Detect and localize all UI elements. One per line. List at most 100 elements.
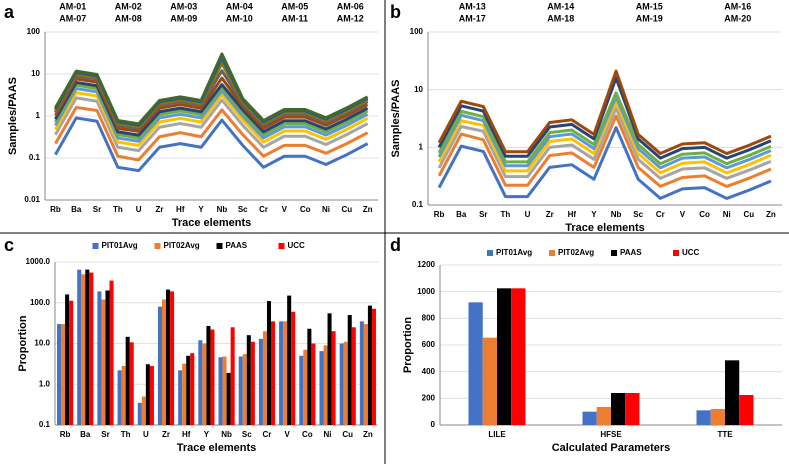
x-tick-label: Th (501, 210, 511, 219)
bar (242, 354, 247, 425)
series-line (437, 95, 772, 170)
bar (266, 301, 272, 425)
bar (226, 372, 231, 425)
x-tick-label: Rb (60, 430, 71, 439)
bar (339, 343, 344, 425)
bar (468, 302, 483, 425)
bar (625, 393, 640, 425)
x-tick-label: Y (198, 205, 204, 214)
bar (351, 327, 356, 425)
series-line (54, 91, 369, 147)
y-tick-label: 100.0 (30, 298, 51, 307)
bar (311, 343, 316, 425)
legend-swatch (487, 250, 493, 256)
bar (319, 351, 324, 425)
x-tick-label: Cr (259, 205, 268, 214)
bar (246, 335, 251, 425)
bar (105, 290, 110, 425)
bar (77, 269, 82, 425)
x-tick-label: Y (204, 430, 210, 439)
legend-label: AM-19 (636, 13, 663, 23)
bar (206, 325, 211, 425)
x-tick-label: Zr (546, 210, 554, 219)
bar (137, 402, 142, 425)
x-tick-label: Ba (80, 430, 91, 439)
bar (611, 393, 626, 425)
y-tick-label: 1 (36, 111, 41, 120)
y-tick-label: 1.0 (39, 379, 51, 388)
bar (497, 288, 512, 425)
bar (250, 341, 255, 425)
x-tick-label: Cu (743, 210, 754, 219)
legend-label: AM-02 (115, 1, 142, 11)
bar (303, 349, 308, 425)
y-tick-label: 1 (419, 142, 424, 151)
y-tick-label: 600 (422, 340, 436, 349)
bar (198, 340, 203, 425)
legend-label: AM-20 (724, 13, 751, 23)
x-tick-label: Sc (242, 430, 252, 439)
x-tick-label: Sc (238, 205, 248, 214)
x-tick-label: Th (121, 430, 131, 439)
bar (725, 360, 740, 425)
bar (157, 306, 162, 425)
bar (178, 370, 183, 425)
x-tick-label: Nb (611, 210, 622, 219)
x-tick-label: Sr (93, 205, 101, 214)
y-tick-label: 0.1 (412, 200, 424, 209)
bar (582, 411, 597, 425)
legend-label: PAAS (620, 248, 642, 257)
y-tick-label: 1000.0 (26, 257, 51, 266)
bar (121, 366, 126, 425)
series-line (54, 116, 369, 173)
legend-label: AM-06 (337, 1, 364, 11)
legend-label: PIT02Avg (558, 248, 594, 257)
x-tick-label: V (284, 430, 290, 439)
y-tick-label: 1200 (417, 260, 435, 269)
bar (129, 342, 134, 425)
legend-label: AM-17 (459, 13, 486, 23)
x-tick-label: Nb (221, 430, 232, 439)
x-tick-label: Ba (456, 210, 467, 219)
bar (307, 328, 312, 425)
bar (182, 363, 187, 425)
y-axis-title: Proportion (17, 315, 29, 371)
y-axis-title: Proportion (402, 317, 414, 373)
legend-swatch (92, 243, 99, 249)
legend-label: AM-05 (281, 1, 308, 11)
bar (101, 299, 106, 425)
bar (367, 305, 372, 425)
x-tick-label: Sr (479, 210, 487, 219)
x-axis-title: Calculated Parameters (552, 442, 671, 454)
bar (141, 396, 146, 425)
y-tick-label: 200 (422, 393, 436, 402)
bar (511, 288, 526, 425)
x-tick-label: U (525, 210, 531, 219)
legend-label: AM-09 (170, 13, 197, 23)
series-line (437, 106, 772, 180)
bar (258, 338, 263, 425)
bar (190, 353, 195, 425)
legend-label: AM-16 (724, 1, 751, 11)
legend-label: PAAS (226, 241, 248, 250)
legend-label: AM-18 (547, 13, 574, 23)
x-tick-label: Hf (182, 430, 191, 439)
bar (279, 321, 284, 425)
x-tick-label: Zr (155, 205, 163, 214)
y-axis-title: Samples/PAAS (390, 79, 402, 157)
x-tick-label: Ni (322, 205, 330, 214)
legend-label: AM-10 (226, 13, 253, 23)
bar (327, 313, 332, 425)
y-tick-label: 10 (414, 85, 423, 94)
y-tick-label: 400 (422, 367, 436, 376)
panel-label: b (390, 2, 401, 22)
bar (596, 407, 611, 425)
y-tick-label: 0.01 (24, 195, 40, 204)
x-tick-label: Hf (176, 205, 185, 214)
x-tick-label: Sr (101, 430, 109, 439)
bar (222, 356, 227, 425)
legend-label: AM-14 (547, 1, 574, 11)
x-tick-label: Zn (363, 205, 373, 214)
bar (69, 300, 74, 425)
